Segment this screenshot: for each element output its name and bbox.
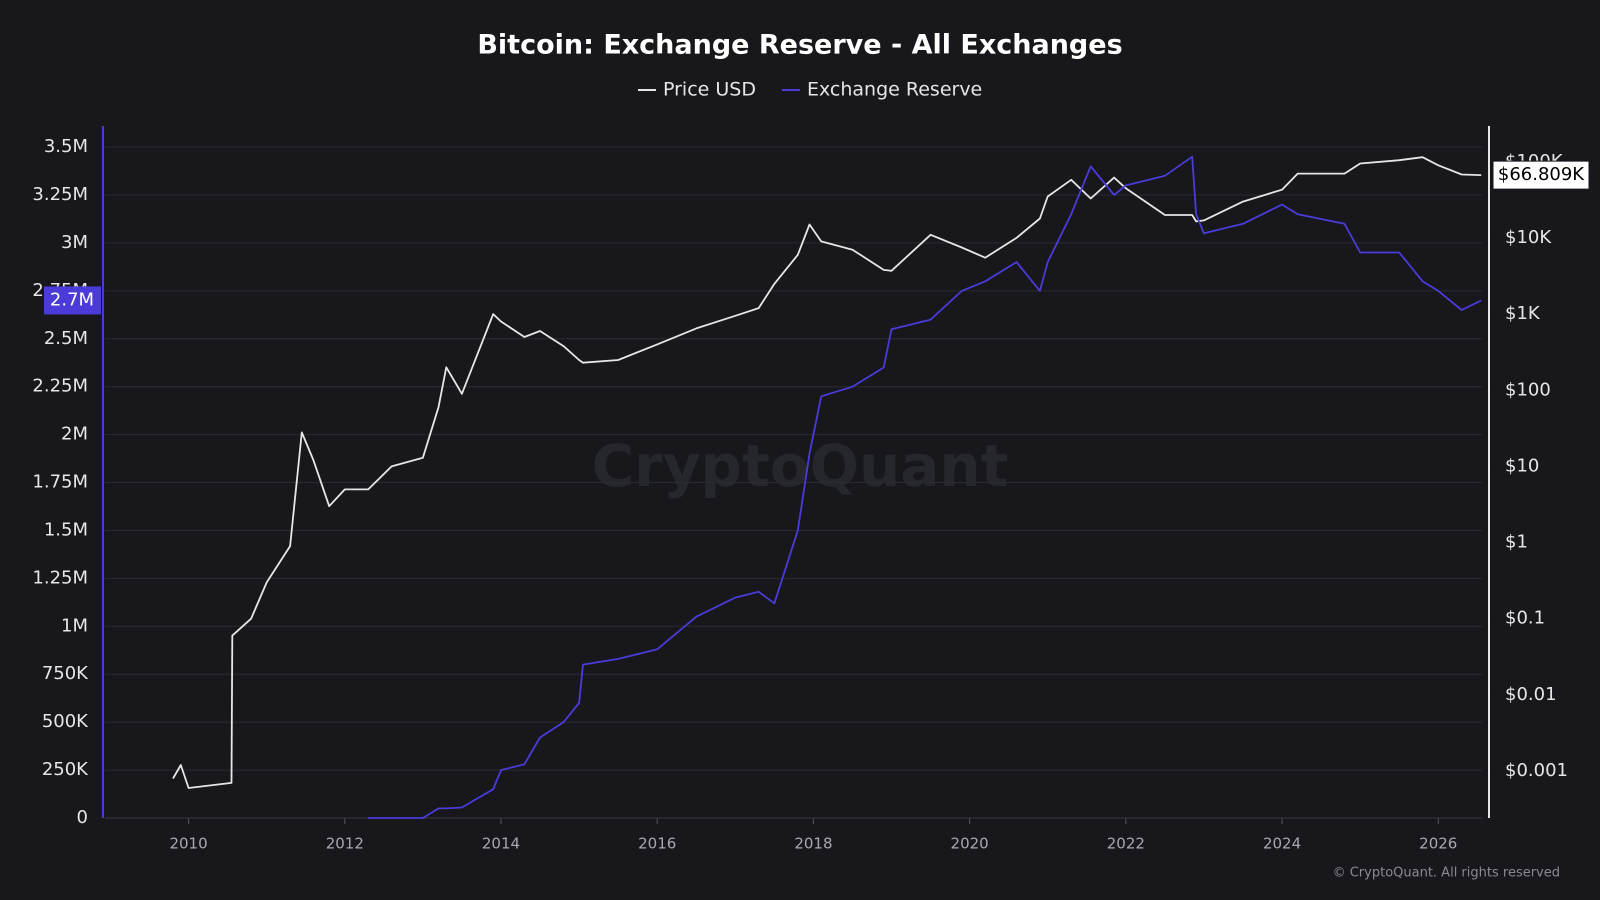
y-tick-label: 1.25M [32,567,88,588]
series-line [172,156,1482,789]
end-label-box [44,286,101,315]
y-tick-label: 1.75M [32,472,88,493]
y2-tick-label: $1K [1505,303,1541,324]
y-tick-label: 750K [42,663,89,684]
y2-tick-label: $1 [1505,532,1528,553]
y2-tick-label: $0.1 [1505,608,1545,629]
y2-tick-label: $0.01 [1505,684,1557,705]
y-tick-label: 250K [42,759,89,780]
legend-label: Exchange Reserve [807,79,982,101]
y-tick-label: 3M [61,232,88,253]
copyright: © CryptoQuant. All rights reserved [1333,866,1560,881]
y-tick-label: 3.5M [44,136,88,157]
y-tick-label: 1M [61,615,88,636]
end-label: $66.809K [1498,164,1585,185]
legend-label: Price USD [663,79,756,101]
x-tick-label: 2026 [1419,835,1457,853]
y-tick-label: 3.25M [32,184,88,205]
y-tick-label: 2.5M [44,328,88,349]
x-tick-label: 2020 [951,835,989,853]
x-tick-label: 2012 [326,835,364,853]
y-tick-label: 0 [77,807,88,828]
y2-tick-label: $0.001 [1505,760,1568,781]
x-tick-label: 2024 [1263,835,1301,853]
y-tick-label: 2M [61,424,88,445]
x-tick-label: 2018 [794,835,832,853]
y2-tick-label: $10 [1505,455,1539,476]
x-tick-label: 2014 [482,835,520,853]
series-line [368,155,1482,819]
y-tick-label: 1.5M [44,519,88,540]
y-tick-label: 500K [42,711,89,732]
y-tick-label: 2.25M [32,376,88,397]
x-tick-label: 2016 [638,835,676,853]
y2-tick-label: $10K [1505,227,1552,248]
y2-tick-label: $100 [1505,379,1551,400]
end-label-box [1492,160,1590,190]
x-tick-label: 2010 [169,835,207,853]
watermark: CryptoQuant [592,432,1009,500]
x-tick-label: 2022 [1107,835,1145,853]
end-label: 2.7M [50,289,94,310]
chart-title: Bitcoin: Exchange Reserve - All Exchange… [477,30,1122,61]
